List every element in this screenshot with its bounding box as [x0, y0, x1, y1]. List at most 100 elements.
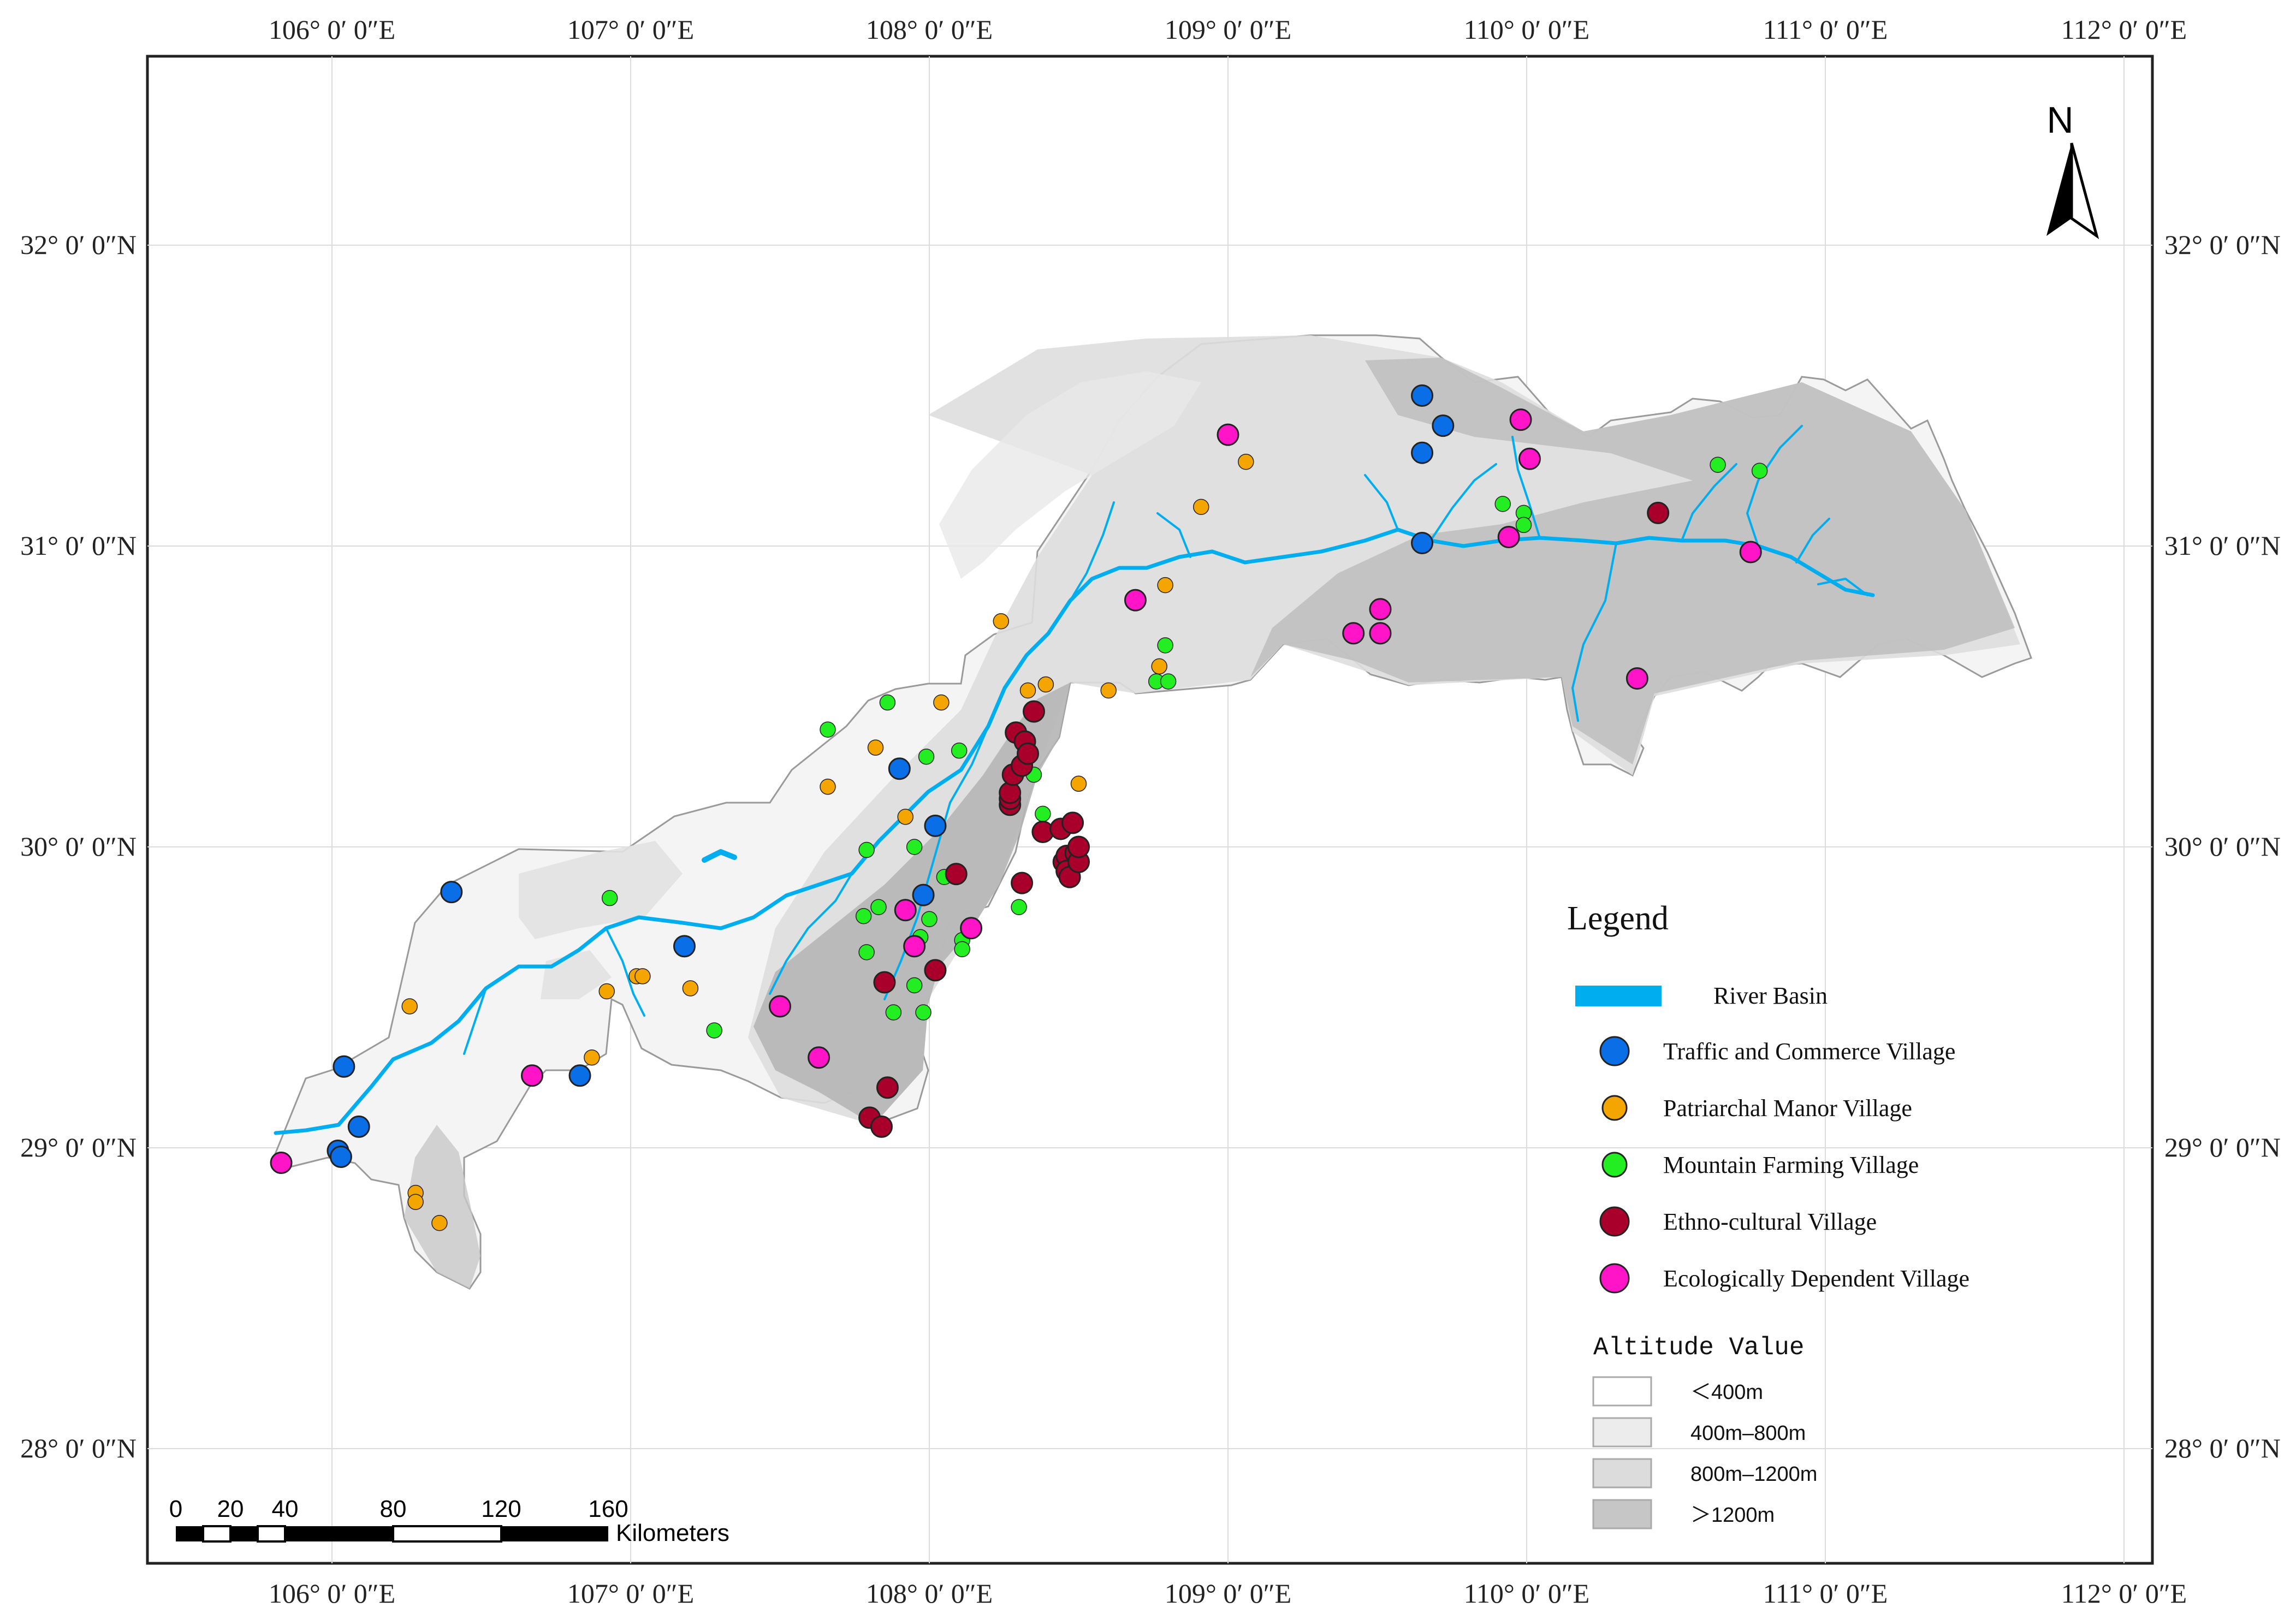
traffic-village-marker — [333, 1055, 355, 1078]
ethno-village-marker — [999, 781, 1022, 804]
legend-river-label: River Basin — [1713, 982, 1828, 1009]
bottom-lon-label: 107° 0′ 0″E — [567, 1578, 694, 1609]
eco-village-marker — [1739, 541, 1762, 564]
eco-village-marker — [1217, 423, 1239, 446]
patriarchal-legend-label: Patriarchal Manor Village — [1663, 1095, 1912, 1122]
patriarchal-village-marker — [897, 809, 913, 825]
tributary-north — [1156, 425, 1803, 558]
right-lat-label: 30° 0′ 0″N — [2164, 831, 2281, 862]
ethno-village-marker — [924, 959, 947, 982]
mountain-village-marker — [1751, 462, 1768, 479]
eco-village-marker — [1518, 447, 1541, 470]
scale-bar-tick-label: 40 — [272, 1496, 299, 1522]
legend: Legend River Basin Traffic and Commerce … — [1567, 900, 1969, 1529]
patriarchal-village-marker — [1070, 775, 1087, 792]
bottom-lon-label: 108° 0′ 0″E — [866, 1578, 993, 1609]
ethno-legend-marker — [1599, 1206, 1630, 1237]
eco-village-marker — [520, 1064, 543, 1087]
mountain-legend-marker — [1601, 1152, 1628, 1178]
tributary-east — [1795, 518, 1868, 596]
mountain-village-marker — [1011, 899, 1027, 915]
patriarchal-village-marker — [584, 1049, 600, 1066]
scale-bar-seg-6 — [392, 1525, 502, 1543]
altitude-class-label: ＜400m — [1690, 1381, 1763, 1404]
traffic-village-marker — [329, 1146, 352, 1169]
traffic-village-marker — [568, 1064, 591, 1087]
right-lat-label: 32° 0′ 0″N — [2164, 229, 2281, 260]
scale-bar-tick-label: 120 — [481, 1496, 521, 1522]
main-river — [274, 527, 1875, 1135]
mountain-village-marker — [1494, 496, 1511, 512]
eco-village-marker — [808, 1046, 830, 1069]
eco-village-marker — [1342, 622, 1365, 645]
patriarchal-village-marker — [867, 739, 884, 756]
patriarchal-village-marker — [1037, 676, 1054, 693]
scale-bar-seg-2 — [202, 1525, 232, 1543]
ethno-village-marker — [1061, 811, 1084, 834]
eco-village-marker — [903, 935, 926, 958]
eco-village-marker — [1497, 525, 1520, 548]
mountain-village-marker — [858, 944, 875, 960]
ethno-village-marker — [876, 1076, 899, 1099]
eco-legend-marker — [1599, 1263, 1630, 1294]
ethno-village-marker — [873, 971, 896, 994]
mountain-village-marker — [1160, 673, 1177, 690]
traffic-legend-label: Traffic and Commerce Village — [1663, 1038, 1955, 1065]
eco-village-marker — [1369, 622, 1392, 645]
mountain-village-marker — [1515, 517, 1532, 533]
mountain-village-marker — [858, 841, 875, 858]
eco-village-marker — [1509, 408, 1532, 431]
tributary-south — [463, 501, 1617, 1055]
altitude-class-swatch — [1592, 1376, 1652, 1407]
altitude-class-label: 400m–800m — [1690, 1422, 1806, 1445]
patriarchal-village-marker — [1019, 682, 1036, 699]
eco-village-marker — [1124, 589, 1147, 612]
patriarchal-village-marker — [634, 968, 651, 985]
patriarchal-village-marker — [401, 998, 418, 1015]
patriarchal-village-marker — [682, 980, 699, 997]
top-lon-label: 107° 0′ 0″E — [567, 14, 694, 45]
ethno-village-marker — [945, 863, 968, 886]
ethno-village-marker — [1017, 742, 1040, 765]
mountain-village-marker — [885, 1004, 902, 1021]
mountain-village-marker — [1035, 805, 1051, 822]
bottom-lon-label: 110° 0′ 0″E — [1464, 1578, 1589, 1609]
coordinate-labels: 106° 0′ 0″E 106° 0′ 0″E 107° 0′ 0″E 107° 0′… — [20, 14, 2281, 1609]
mountain-village-marker — [906, 977, 923, 994]
mountain-village-marker — [906, 839, 923, 855]
altitude-zone-sw — [404, 1125, 480, 1289]
mountain-village-marker — [706, 1022, 722, 1039]
scale-bar-seg-5 — [285, 1526, 393, 1541]
traffic-legend-marker — [1599, 1036, 1630, 1066]
right-lat-label: 28° 0′ 0″N — [2164, 1433, 2281, 1463]
bottom-lon-label: 109° 0′ 0″E — [1165, 1578, 1291, 1609]
mountain-village-marker — [951, 742, 968, 759]
eco-village-marker — [1625, 667, 1648, 690]
river-basin-region — [271, 334, 2032, 1290]
patriarchal-village-marker — [1157, 577, 1173, 594]
scale-bar: 0 20 40 80 120 160 Kilometers — [169, 1496, 729, 1546]
patriarchal-village-marker — [1238, 453, 1254, 470]
traffic-village-marker — [1411, 531, 1434, 554]
scale-bar-seg-4 — [257, 1525, 286, 1543]
patriarchal-village-marker — [431, 1215, 448, 1231]
legend-river-swatch — [1575, 986, 1662, 1006]
mountain-village-marker — [1710, 456, 1726, 473]
mountain-village-marker — [921, 911, 938, 927]
mountain-legend-label: Mountain Farming Village — [1663, 1152, 1919, 1178]
left-lat-label: 32° 0′ 0″N — [20, 229, 137, 260]
scale-bar-units: Kilometers — [616, 1520, 729, 1546]
mountain-village-marker — [915, 1004, 932, 1021]
village-markers — [270, 384, 1768, 1231]
patriarchal-village-marker — [1151, 658, 1167, 675]
north-arrow-icon — [2046, 143, 2072, 236]
right-lat-label: 29° 0′ 0″N — [2164, 1132, 2281, 1163]
scale-bar-tick-label: 0 — [169, 1496, 182, 1522]
scale-bar-ticks: 0 20 40 80 120 160 — [169, 1496, 628, 1522]
patriarchal-village-marker — [1100, 682, 1117, 699]
traffic-village-marker — [924, 814, 947, 837]
patriarchal-legend-marker — [1601, 1095, 1628, 1121]
altitude-class-swatch — [1592, 1499, 1652, 1529]
scale-bar-seg-3 — [230, 1526, 258, 1541]
